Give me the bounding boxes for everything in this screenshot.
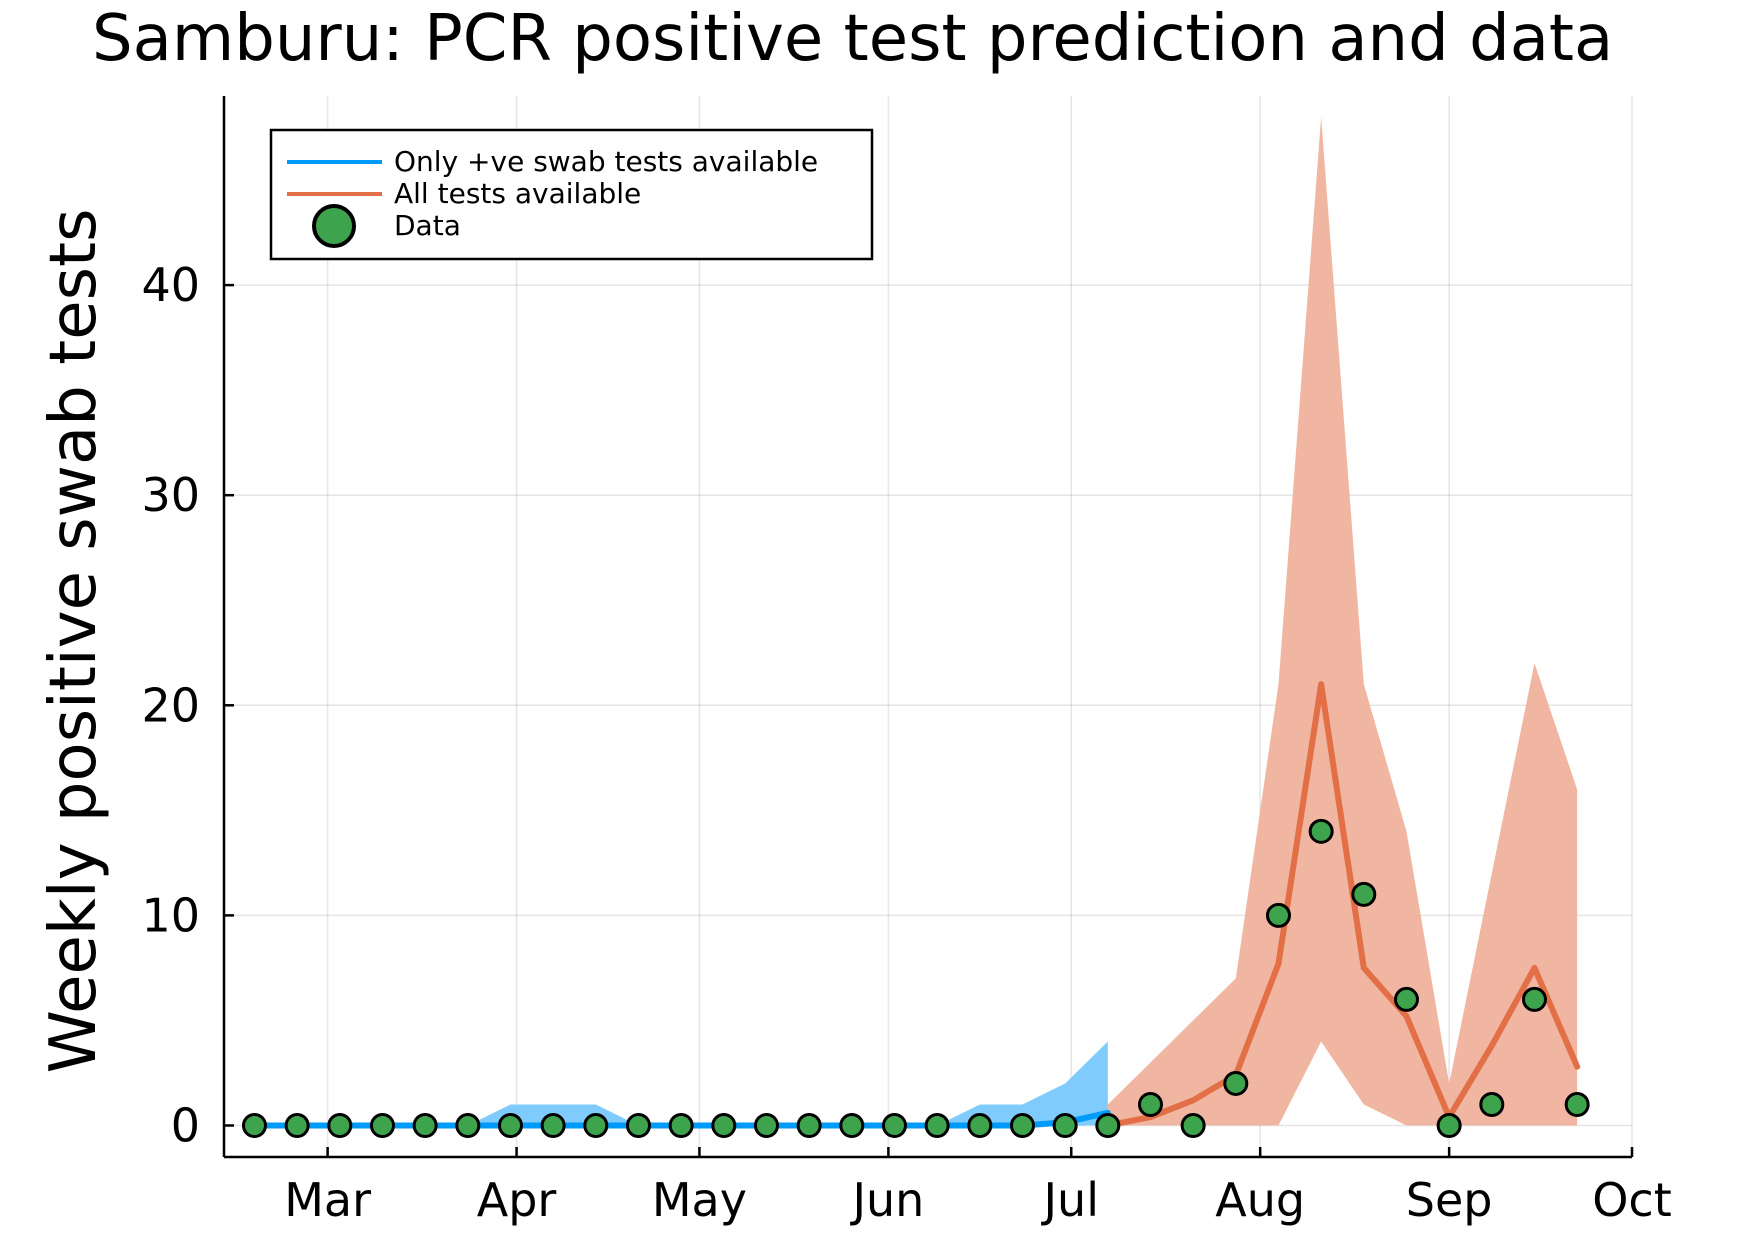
- data-point: [1009, 1112, 1035, 1138]
- data-point: [1393, 986, 1419, 1012]
- x-tick-label: Jun: [849, 1173, 924, 1227]
- y-axis-label: Weekly positive swab tests: [37, 209, 111, 1074]
- data-point: [1095, 1112, 1121, 1138]
- data-point: [369, 1112, 395, 1138]
- data-point: [967, 1112, 993, 1138]
- axes: [222, 96, 1634, 1159]
- x-tick-label: Oct: [1592, 1173, 1672, 1227]
- data-point: [327, 1112, 353, 1138]
- y-tick-label: 10: [141, 888, 200, 942]
- legend-swatch-marker: [312, 204, 356, 248]
- data-point: [924, 1112, 950, 1138]
- data-point: [540, 1112, 566, 1138]
- data-point: [668, 1112, 694, 1138]
- data-point: [711, 1112, 737, 1138]
- data-point: [412, 1112, 438, 1138]
- x-tick-label: Sep: [1406, 1173, 1493, 1227]
- data-markers: [241, 818, 1590, 1138]
- data-point: [839, 1112, 865, 1138]
- data-point: [1308, 818, 1334, 844]
- data-point: [881, 1112, 907, 1138]
- y-tick-label: 0: [171, 1098, 200, 1152]
- chart-title: Samburu: PCR positive test prediction an…: [92, 2, 1613, 76]
- data-point: [1351, 881, 1377, 907]
- legend-label: Data: [394, 209, 461, 242]
- data-point: [1223, 1070, 1249, 1096]
- y-tick-label: 20: [141, 678, 200, 732]
- data-point: [1436, 1112, 1462, 1138]
- data-point: [625, 1112, 651, 1138]
- data-point: [1052, 1112, 1078, 1138]
- data-point: [1479, 1091, 1505, 1117]
- data-point: [455, 1112, 481, 1138]
- data-point: [241, 1112, 267, 1138]
- x-tick-label: Mar: [284, 1173, 371, 1227]
- x-tick-label: May: [652, 1173, 747, 1227]
- y-tick-label: 40: [141, 258, 200, 312]
- uncertainty-band: [1107, 117, 1578, 1126]
- data-point: [1137, 1091, 1163, 1117]
- data-point: [497, 1112, 523, 1138]
- data-point: [753, 1112, 779, 1138]
- data-point: [1180, 1112, 1206, 1138]
- data-point: [796, 1112, 822, 1138]
- x-tick-label: Aug: [1215, 1173, 1305, 1227]
- x-tick-label: Jul: [1040, 1173, 1099, 1227]
- data-point: [1564, 1091, 1590, 1117]
- data-point: [1265, 902, 1291, 928]
- data-point: [1521, 986, 1547, 1012]
- x-tick-label: Apr: [477, 1173, 557, 1227]
- y-tick-label: 30: [141, 468, 200, 522]
- data-point: [284, 1112, 310, 1138]
- series-line: [1104, 681, 1581, 1129]
- tick-labels: Mar Apr May Jun Jul Aug Sep Oct 0 10 20 30 40: [141, 258, 1671, 1227]
- legend-label: Only +ve swab tests available: [394, 145, 818, 178]
- data-point: [583, 1112, 609, 1138]
- legend-label: All tests available: [394, 177, 641, 210]
